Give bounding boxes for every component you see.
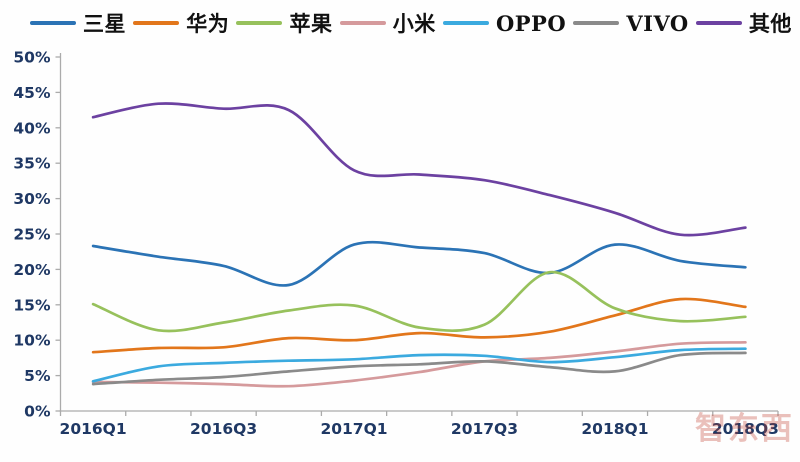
series-line-samsung (91, 240, 747, 287)
legend-item-xiaomi: 小米 (339, 10, 436, 36)
y-axis-label: 0% (24, 403, 51, 421)
y-axis-label: 40% (13, 119, 51, 137)
x-axis-label: 2018Q1 (581, 420, 648, 438)
legend-label-xiaomi: 小米 (392, 10, 436, 36)
series-line-huawei (91, 297, 747, 354)
legend-item-others: 其他 (695, 10, 792, 36)
series-line-others (91, 102, 747, 237)
legend-label-samsung: 三星 (83, 10, 126, 36)
series-line-oppo (91, 347, 747, 383)
legend-label-huawei: 华为 (186, 10, 230, 36)
legend-item-huawei: 华为 (133, 13, 229, 34)
legend-item-samsung: 三星 (30, 13, 126, 34)
legend-swatch-oppo (442, 21, 489, 25)
x-axis-label: 2016Q1 (60, 420, 127, 438)
series-line-xiaomi (91, 340, 747, 388)
y-axis-label: 50% (13, 49, 51, 67)
series-line-apple (91, 270, 747, 333)
x-axis-label: 2017Q1 (320, 420, 387, 438)
y-axis-label: 45% (13, 84, 51, 102)
y-axis-label: 35% (13, 155, 51, 173)
chart-legend: 三星 华为 苹果 小米 OPPO VIVO 其他 (30, 6, 792, 40)
y-axis-label: 25% (13, 226, 51, 244)
legend-item-vivo: VIVO (573, 13, 688, 34)
y-axis-label: 5% (24, 367, 51, 385)
legend-item-oppo: OPPO (442, 10, 567, 36)
x-axis-label: 2017Q3 (451, 420, 518, 438)
series-line-vivo (91, 351, 747, 386)
x-axis-label: 2016Q3 (190, 420, 257, 438)
x-axis-label: 2018Q3 (712, 420, 779, 438)
legend-swatch-vivo (573, 21, 620, 25)
legend-label-apple: 苹果 (289, 10, 333, 36)
legend-swatch-apple (236, 21, 283, 25)
legend-swatch-others (695, 21, 742, 25)
legend-label-others: 其他 (748, 10, 792, 36)
y-axis-label: 30% (13, 190, 51, 208)
legend-swatch-xiaomi (339, 21, 386, 25)
legend-label-vivo: VIVO (626, 10, 689, 36)
y-axis-label: 10% (13, 332, 51, 350)
legend-swatch-samsung (30, 21, 76, 25)
y-axis-label: 15% (13, 296, 51, 314)
y-axis-label: 20% (13, 261, 51, 279)
legend-item-apple: 苹果 (236, 13, 332, 34)
legend-label-oppo: OPPO (495, 10, 567, 36)
legend-swatch-huawei (133, 21, 180, 25)
